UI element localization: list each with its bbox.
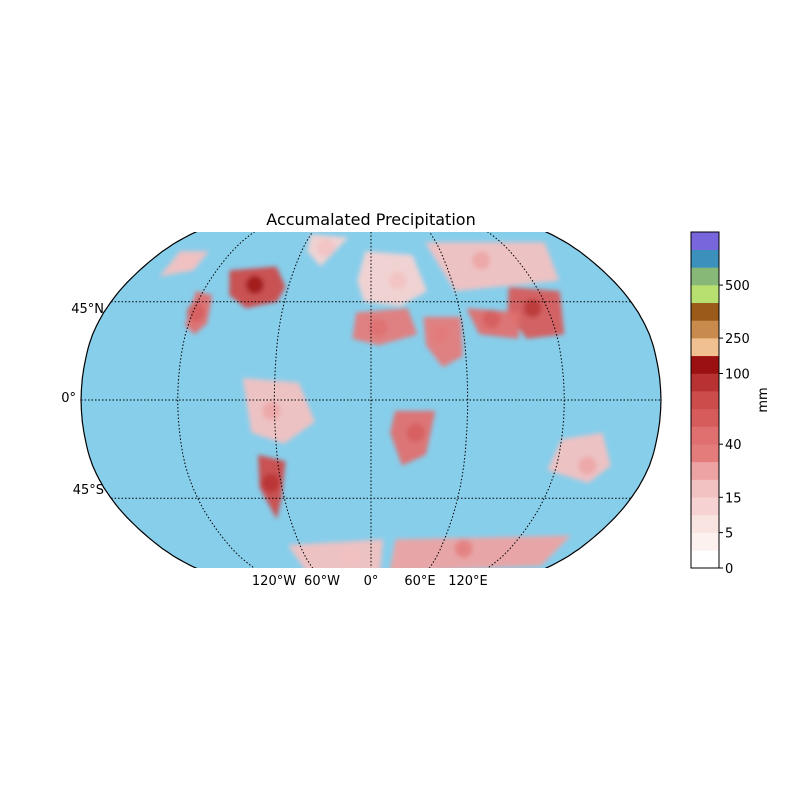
colorbar-band	[691, 373, 719, 392]
colorbar-tick-label: 15	[725, 491, 742, 506]
colorbar-band	[691, 532, 719, 551]
colorbar-band	[691, 461, 719, 480]
colorbar-tick-label: 250	[725, 332, 750, 347]
precip-core-alaska	[178, 251, 197, 270]
colorbar-band	[691, 497, 719, 516]
graticule	[81, 232, 661, 568]
lat-label: 0°	[61, 391, 76, 406]
precip-core-north-america-east	[245, 275, 264, 294]
colorbar-band	[691, 320, 719, 339]
map-title: Accumalated Precipitation	[266, 210, 475, 229]
precip-core-patagonia	[261, 474, 280, 493]
colorbar-band	[691, 232, 719, 250]
colorbar-band	[691, 338, 719, 357]
precip-core-australia	[578, 456, 597, 475]
colorbar-band	[691, 426, 719, 445]
precip-core-south-america	[262, 401, 281, 420]
colorbar-label: mm	[756, 387, 771, 412]
lon-label: 120°E	[448, 574, 488, 589]
precip-core-greenland	[316, 238, 335, 257]
lon-label: 120°W	[252, 574, 296, 589]
precip-core-mediterranean	[369, 318, 388, 337]
lon-line	[273, 232, 320, 568]
longitude-labels: 120°W 60°W 0° 60°E 120°E	[252, 574, 488, 589]
lon-line	[473, 232, 565, 568]
colorbar-band	[691, 302, 719, 321]
map-boundary	[80, 232, 662, 568]
colorbar-band	[691, 514, 719, 533]
lon-line	[177, 232, 269, 568]
precip-core-antarctica-west	[340, 548, 359, 567]
colorbar-tick-label: 100	[725, 368, 750, 383]
colorbar-band	[691, 408, 719, 427]
colorbar: 0 5 15 40 100 250 500 mm	[690, 231, 771, 577]
latitude-labels: 45°N 0° 45°S	[61, 302, 104, 498]
colorbar-band	[691, 267, 719, 286]
lon-label: 60°W	[304, 574, 340, 589]
colorbar-band	[691, 285, 719, 304]
precip-core-north-america-west	[186, 303, 205, 322]
precipitation-field	[159, 234, 611, 568]
colorbar-tick-label: 40	[725, 438, 742, 453]
lon-line	[422, 232, 469, 568]
colorbar-tick-label: 5	[725, 527, 733, 542]
lon-label: 0°	[364, 574, 379, 589]
precip-region-siberia	[425, 242, 560, 292]
precip-core-middle-east	[431, 325, 450, 344]
precip-core-southern-africa	[406, 423, 425, 442]
precip-core-tibet	[482, 310, 501, 329]
precip-core-europe	[388, 271, 407, 290]
precip-core-antarctica-east	[454, 539, 473, 558]
colorbar-band	[691, 249, 719, 268]
colorbar-band	[691, 550, 719, 569]
precip-core-siberia	[472, 251, 491, 270]
colorbar-tick-label: 0	[725, 562, 733, 577]
lon-label: 60°E	[404, 574, 435, 589]
precip-region-antarctica-east	[389, 535, 571, 568]
lat-label: 45°N	[71, 302, 104, 317]
precip-region-antarctica-west	[288, 539, 384, 568]
colorbar-band	[691, 391, 719, 410]
map	[80, 232, 662, 568]
colorbar-band	[691, 479, 719, 498]
lat-label: 45°S	[73, 483, 104, 498]
colorbar-band	[691, 355, 719, 374]
precip-core-east-asia	[523, 299, 542, 318]
colorbar-tick-label: 500	[725, 279, 750, 294]
colorbar-frame	[690, 231, 720, 569]
colorbar-band	[691, 444, 719, 463]
